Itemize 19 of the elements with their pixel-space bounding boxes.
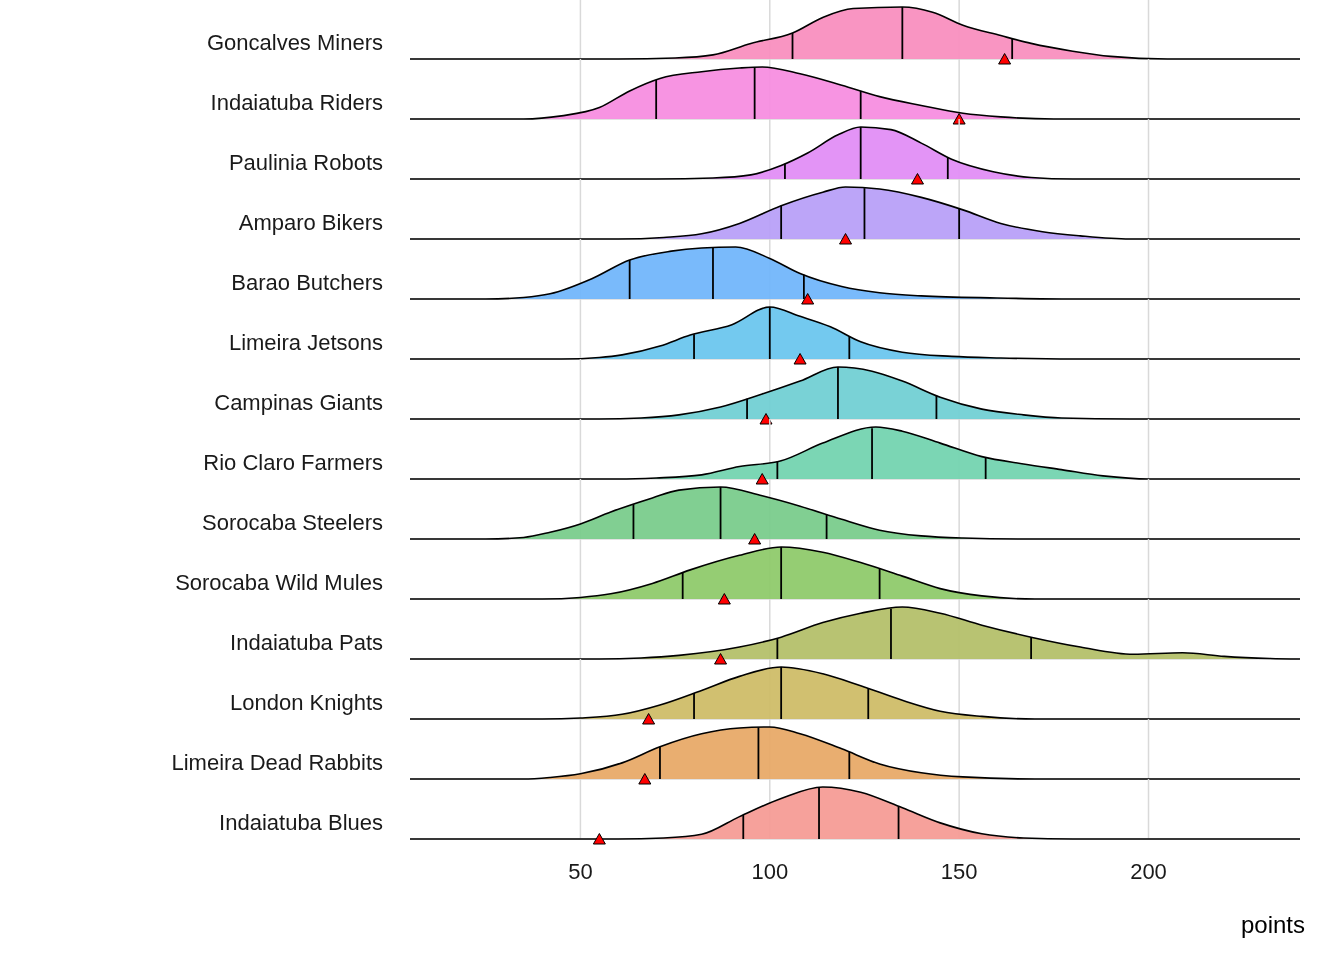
y-axis-title: Indaiatuba Blues (219, 810, 383, 835)
x-tick-label: 50 (568, 859, 593, 884)
y-axis-title: Barao Butchers (231, 270, 383, 295)
x-tick-label: 100 (751, 859, 789, 884)
y-axis-title: Goncalves Miners (206, 30, 383, 55)
y-axis-title: Indaiatuba Riders (210, 90, 383, 115)
y-axis-title: Paulinia Robots (228, 150, 383, 175)
y-axis-title: Sorocaba Steelers (202, 510, 383, 535)
y-axis-title: Campinas Giants (214, 390, 383, 415)
y-axis-title: Limeira Dead Rabbits (171, 750, 383, 775)
y-axis-title: Limeira Jetsons (228, 330, 383, 355)
x-tick-label: 150 (940, 859, 978, 884)
x-tick-label: 200 (1130, 859, 1167, 884)
y-axis-title: London Knights (230, 690, 383, 715)
y-axis-title: Indaiatuba Pats (230, 630, 383, 655)
y-axis-title: Sorocaba Wild Mules (175, 570, 383, 595)
x-axis-title: points (1240, 911, 1305, 938)
y-axis-title: Rio Claro Farmers (203, 450, 383, 475)
y-axis-title: Amparo Bikers (238, 210, 383, 235)
